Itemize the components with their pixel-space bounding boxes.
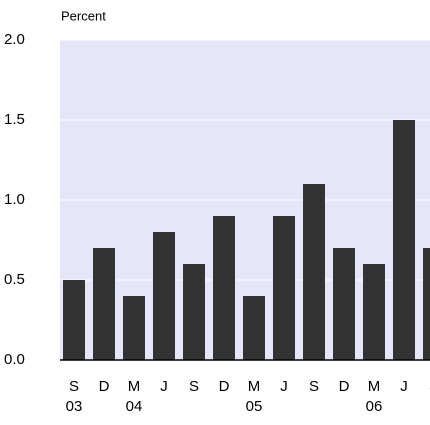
bar (393, 120, 415, 360)
x-tick-label: D (99, 378, 110, 395)
x-tick-label: D (339, 378, 350, 395)
x-year-label: 05 (246, 398, 263, 415)
bar (213, 216, 235, 360)
y-tick-label: 2.0 (4, 31, 25, 48)
bar (273, 216, 295, 360)
y-tick-label: 1.0 (4, 191, 25, 208)
bar (183, 264, 205, 360)
x-tick-label: J (280, 378, 288, 395)
bar (63, 280, 85, 360)
y-tick-label: 0.0 (4, 351, 25, 368)
bar (423, 248, 430, 360)
y-axis-label: Percent (61, 8, 106, 23)
x-tick-label: J (400, 378, 408, 395)
bar (123, 296, 145, 360)
bar (333, 248, 355, 360)
x-tick-label: M (128, 378, 141, 395)
x-year-label: 06 (366, 398, 383, 415)
bar (153, 232, 175, 360)
bar (363, 264, 385, 360)
y-tick-label: 1.5 (4, 111, 25, 128)
x-tick-label: J (160, 378, 168, 395)
bar (243, 296, 265, 360)
x-year-label: 03 (66, 398, 83, 415)
x-year-label: 04 (126, 398, 143, 415)
x-tick-label: D (219, 378, 230, 395)
x-tick-label: M (368, 378, 381, 395)
bar (303, 184, 325, 360)
x-tick-label: S (189, 378, 199, 395)
x-tick-label: S (429, 378, 430, 395)
bar (93, 248, 115, 360)
x-tick-label: S (69, 378, 79, 395)
y-tick-label: 0.5 (4, 271, 25, 288)
x-tick-label: S (309, 378, 319, 395)
x-tick-label: M (248, 378, 261, 395)
